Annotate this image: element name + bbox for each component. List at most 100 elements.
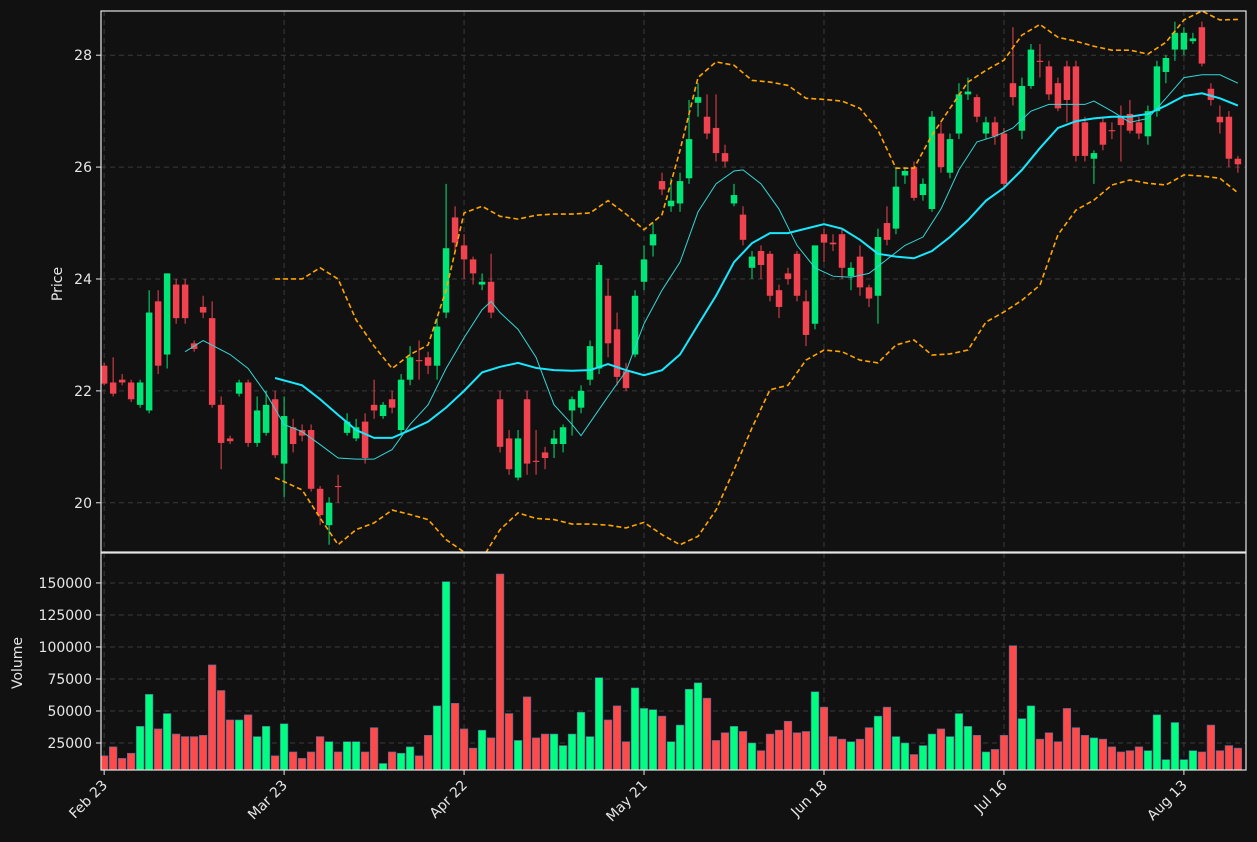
volume-bar	[1152, 714, 1162, 770]
candle-body	[658, 181, 666, 190]
volume-bar	[801, 731, 811, 770]
volume-bar	[270, 755, 280, 770]
candle-body	[1162, 57, 1170, 72]
volume-bar	[657, 715, 667, 770]
volume-bar	[297, 758, 307, 770]
volume-bar	[154, 728, 163, 770]
volume-bar	[1107, 746, 1117, 770]
volume-bar	[972, 735, 982, 770]
volume-bar	[486, 737, 496, 770]
candle-body	[730, 195, 738, 204]
volume-bar	[891, 736, 901, 770]
volume-bar	[1026, 705, 1036, 770]
x-tick-label: Jul 16	[971, 777, 1011, 817]
volume-bar	[729, 726, 739, 770]
volume-bar	[567, 733, 577, 770]
volume-bar	[954, 713, 964, 770]
volume-bar	[630, 687, 640, 770]
volume-bar	[594, 677, 604, 770]
candle-body	[1234, 158, 1242, 165]
volume-bar	[288, 751, 298, 770]
candle-body	[136, 382, 144, 405]
panel-frame	[100, 10, 1247, 553]
volume-bar	[900, 742, 910, 770]
candle-body	[910, 167, 918, 198]
indicator-line	[184, 74, 1239, 460]
candle-body	[1081, 122, 1089, 156]
volume-bar	[747, 742, 757, 770]
candle-body	[1045, 66, 1053, 95]
x-tick-label: Jun 18	[788, 778, 831, 821]
volume-bar	[576, 711, 586, 770]
volume-bar	[828, 736, 838, 770]
candle-body	[667, 200, 675, 207]
candle-body	[370, 404, 378, 411]
volume-bar	[118, 758, 127, 770]
volume-bar	[109, 746, 118, 770]
volume-bar	[199, 735, 208, 770]
candle-body	[1180, 32, 1188, 50]
volume-bar	[603, 719, 613, 770]
y-tick-label: 150000	[39, 576, 92, 592]
candle-body	[811, 245, 819, 324]
candle-body	[532, 460, 540, 462]
volume-bar	[513, 740, 523, 770]
candle-body	[334, 485, 342, 488]
volume-bar	[963, 726, 973, 770]
volume-bar	[369, 727, 379, 770]
candle-body	[721, 153, 729, 162]
volume-bar	[675, 724, 685, 770]
volume-bar	[387, 751, 397, 770]
candle-body	[244, 382, 252, 443]
candle-body	[496, 399, 504, 447]
candle-body	[397, 379, 405, 431]
candle-body	[523, 399, 531, 464]
candle-body	[541, 452, 549, 459]
candle-body	[226, 438, 234, 442]
candle-body	[568, 399, 576, 411]
volume-bar	[172, 733, 181, 770]
volume-bar	[1044, 732, 1054, 770]
volume-bar	[1071, 727, 1081, 770]
candle-body	[856, 256, 864, 288]
candle-body	[145, 312, 153, 411]
volume-bar	[1053, 741, 1063, 770]
volume-bar	[208, 664, 217, 770]
volume-bar	[918, 745, 928, 770]
candle-body	[101, 365, 108, 384]
volume-bar	[540, 733, 550, 770]
candle-body	[478, 281, 486, 285]
volume-bar	[1134, 746, 1144, 770]
x-tick-label: Aug 13	[1144, 778, 1190, 824]
volume-bar	[684, 688, 694, 770]
volume-bar	[190, 736, 199, 770]
candle-body	[415, 360, 423, 362]
candle-body	[1207, 88, 1215, 100]
candle-body	[586, 346, 594, 380]
volume-bar	[163, 713, 172, 770]
volume-bar	[360, 751, 370, 770]
candle-body	[163, 273, 171, 355]
volume-bar	[990, 749, 1000, 770]
candle-body	[316, 488, 324, 516]
volume-bar	[405, 746, 415, 770]
volume-bar	[549, 733, 559, 770]
candle-body	[694, 97, 702, 103]
candle-body	[1189, 38, 1197, 42]
volume-bar	[450, 702, 460, 770]
candle-body	[235, 382, 243, 394]
candle-body	[973, 97, 981, 117]
volume-bar	[432, 705, 442, 770]
candle-body	[1198, 27, 1206, 64]
volume-bar	[927, 733, 937, 770]
volume-bar	[621, 741, 631, 770]
price-plot	[101, 11, 1242, 552]
candle-body	[550, 438, 558, 445]
candle-body	[514, 438, 522, 478]
candle-body	[262, 404, 270, 433]
candle-body	[181, 284, 189, 319]
candle-body	[1018, 85, 1026, 131]
volume-bar	[1116, 751, 1126, 770]
volume-bar	[1188, 750, 1198, 770]
